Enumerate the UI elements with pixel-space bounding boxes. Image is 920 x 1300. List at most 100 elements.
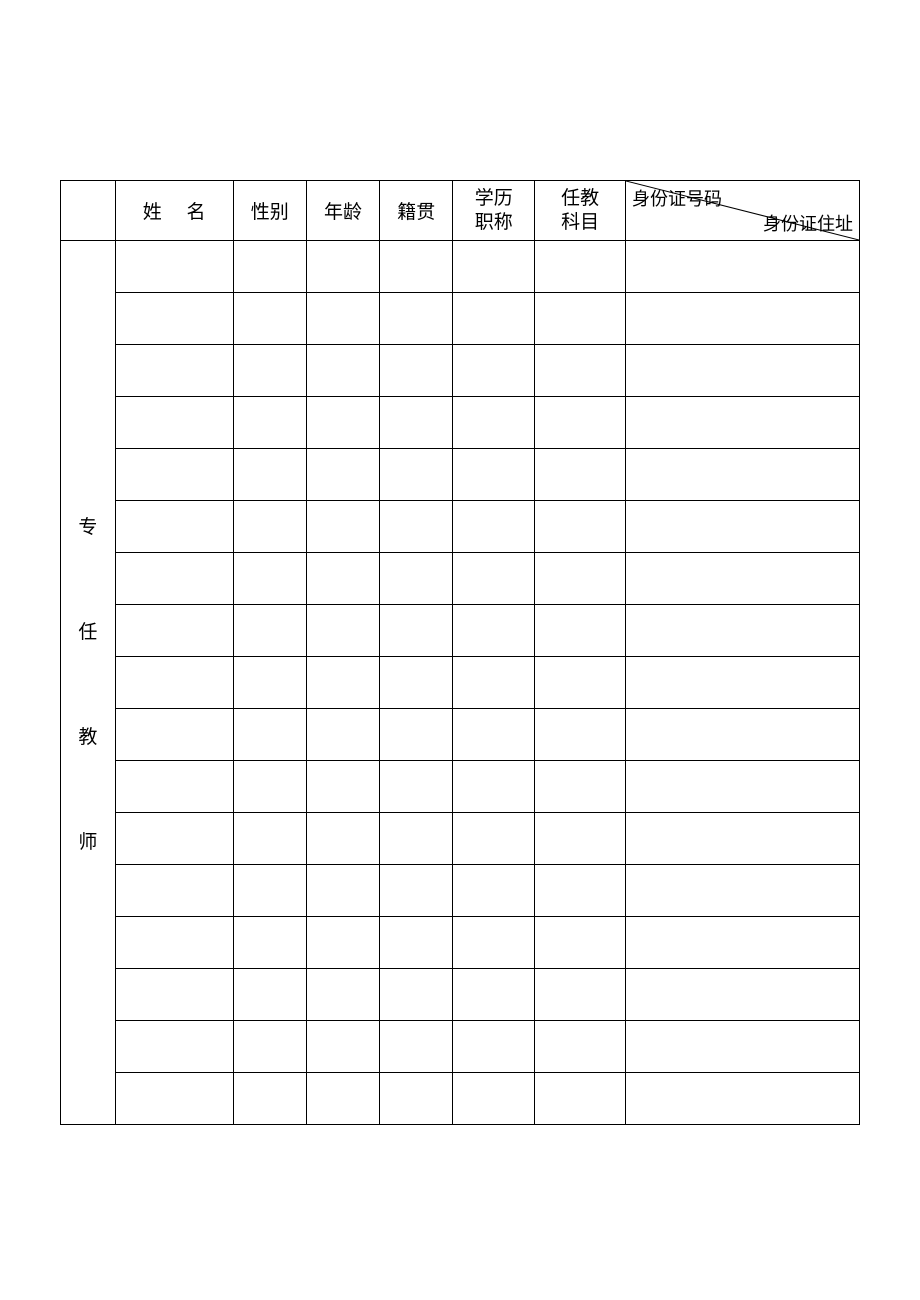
cell-age xyxy=(306,657,379,709)
cell-subject xyxy=(535,969,626,1021)
cell-age xyxy=(306,813,379,865)
table-row xyxy=(61,709,860,761)
cell-gender xyxy=(233,813,306,865)
cell-id xyxy=(626,397,860,449)
category-vertical-label: 专 任 教 师 xyxy=(61,241,115,1124)
cell-id xyxy=(626,241,860,293)
header-id-diagonal: 身份证号码 身份证住址 xyxy=(626,181,860,241)
table-row xyxy=(61,657,860,709)
cell-age xyxy=(306,241,379,293)
cell-subject xyxy=(535,865,626,917)
cell-origin xyxy=(380,241,453,293)
cell-gender xyxy=(233,553,306,605)
cell-id xyxy=(626,293,860,345)
cell-id xyxy=(626,865,860,917)
cell-origin xyxy=(380,345,453,397)
cell-id xyxy=(626,501,860,553)
cell-education xyxy=(453,813,535,865)
table-row xyxy=(61,813,860,865)
cell-id xyxy=(626,1073,860,1125)
cell-education xyxy=(453,345,535,397)
cell-gender xyxy=(233,345,306,397)
table-row xyxy=(61,761,860,813)
cell-education xyxy=(453,1073,535,1125)
cell-id xyxy=(626,917,860,969)
cell-name xyxy=(115,397,233,449)
table-row xyxy=(61,917,860,969)
category-cell: 专 任 教 师 xyxy=(61,241,116,1125)
cell-education xyxy=(453,969,535,1021)
table-row xyxy=(61,865,860,917)
category-char: 师 xyxy=(78,827,97,854)
cell-name xyxy=(115,553,233,605)
cell-subject xyxy=(535,709,626,761)
cell-origin xyxy=(380,553,453,605)
cell-age xyxy=(306,449,379,501)
cell-name xyxy=(115,501,233,553)
cell-origin xyxy=(380,1073,453,1125)
cell-origin xyxy=(380,501,453,553)
cell-education xyxy=(453,397,535,449)
table-row xyxy=(61,397,860,449)
cell-origin xyxy=(380,709,453,761)
table-row xyxy=(61,293,860,345)
table-row xyxy=(61,501,860,553)
cell-age xyxy=(306,605,379,657)
cell-origin xyxy=(380,605,453,657)
cell-name xyxy=(115,1021,233,1073)
cell-name xyxy=(115,813,233,865)
cell-gender xyxy=(233,605,306,657)
cell-subject xyxy=(535,1021,626,1073)
teacher-roster-table: 姓 名 性别 年龄 籍贯 学历 职称 任教 科目 身份证号码 身份证住址 xyxy=(60,180,860,1125)
table-row xyxy=(61,449,860,501)
cell-subject xyxy=(535,605,626,657)
header-row: 姓 名 性别 年龄 籍贯 学历 职称 任教 科目 身份证号码 身份证住址 xyxy=(61,181,860,241)
cell-age xyxy=(306,501,379,553)
cell-id xyxy=(626,813,860,865)
cell-id xyxy=(626,1021,860,1073)
cell-age xyxy=(306,917,379,969)
cell-gender xyxy=(233,501,306,553)
cell-education xyxy=(453,917,535,969)
cell-education xyxy=(453,293,535,345)
cell-age xyxy=(306,293,379,345)
cell-origin xyxy=(380,397,453,449)
cell-origin xyxy=(380,761,453,813)
cell-id xyxy=(626,709,860,761)
cell-subject xyxy=(535,397,626,449)
cell-gender xyxy=(233,397,306,449)
cell-age xyxy=(306,761,379,813)
cell-name xyxy=(115,605,233,657)
cell-id xyxy=(626,969,860,1021)
header-id-number: 身份证号码 xyxy=(632,185,722,211)
cell-subject xyxy=(535,293,626,345)
cell-age xyxy=(306,1021,379,1073)
cell-subject xyxy=(535,241,626,293)
cell-origin xyxy=(380,293,453,345)
cell-gender xyxy=(233,865,306,917)
header-gender: 性别 xyxy=(233,181,306,241)
cell-subject xyxy=(535,917,626,969)
header-education-line1: 学历 xyxy=(453,187,534,211)
cell-origin xyxy=(380,1021,453,1073)
cell-gender xyxy=(233,917,306,969)
cell-name xyxy=(115,865,233,917)
cell-education xyxy=(453,709,535,761)
cell-id xyxy=(626,761,860,813)
cell-gender xyxy=(233,1021,306,1073)
cell-origin xyxy=(380,449,453,501)
table-row xyxy=(61,1021,860,1073)
cell-name xyxy=(115,969,233,1021)
cell-gender xyxy=(233,449,306,501)
cell-age xyxy=(306,709,379,761)
cell-education xyxy=(453,449,535,501)
header-subject: 任教 科目 xyxy=(535,181,626,241)
cell-education xyxy=(453,241,535,293)
header-education-line2: 职称 xyxy=(453,211,534,235)
cell-origin xyxy=(380,813,453,865)
cell-origin xyxy=(380,917,453,969)
header-id-address: 身份证住址 xyxy=(763,210,853,236)
cell-subject xyxy=(535,813,626,865)
table-row: 专 任 教 师 xyxy=(61,241,860,293)
cell-name xyxy=(115,241,233,293)
